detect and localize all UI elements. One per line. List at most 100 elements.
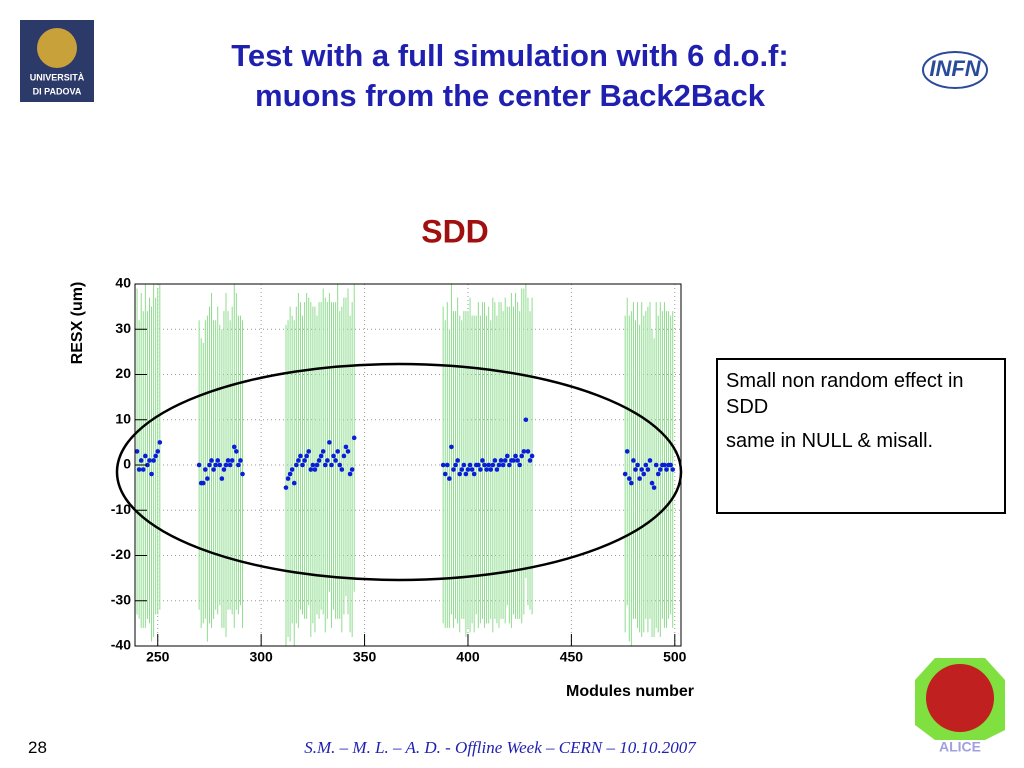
point (211, 467, 216, 472)
logo-text: ALICE (939, 739, 981, 755)
point (624, 449, 630, 454)
y-axis-label: RESX (um) (69, 282, 86, 365)
point (225, 458, 231, 463)
point (200, 480, 206, 486)
y-tick-label: 10 (115, 410, 131, 426)
point (527, 458, 533, 463)
point (339, 467, 345, 472)
point (209, 458, 214, 463)
x-tick-label: 350 (353, 649, 377, 665)
point (641, 471, 647, 477)
point (304, 453, 309, 459)
point (322, 462, 328, 468)
note-text: Small non random effect in SDD (726, 370, 964, 418)
point (302, 458, 307, 463)
logo-text: INFN (929, 56, 981, 81)
point (223, 462, 229, 468)
point (140, 467, 146, 472)
point (283, 485, 289, 490)
logo-text: UNIVERSITÀ (30, 72, 85, 82)
point (482, 462, 487, 468)
point (291, 480, 297, 486)
page-number: 28 (28, 738, 47, 757)
point (447, 476, 452, 481)
point (325, 458, 330, 463)
point (217, 462, 223, 468)
point (203, 467, 208, 472)
y-tick-label: 20 (115, 365, 131, 381)
point (519, 453, 525, 459)
infn-logo: INFN (922, 51, 988, 89)
point (670, 467, 676, 472)
point (655, 471, 661, 477)
x-tick-label: 400 (456, 649, 480, 665)
point (459, 467, 465, 472)
point (478, 467, 483, 472)
point (327, 440, 332, 445)
y-tick-label: 0 (123, 456, 131, 472)
point (310, 462, 316, 468)
point (444, 462, 450, 468)
point (507, 462, 512, 468)
point (461, 462, 467, 468)
point (449, 444, 454, 450)
y-tick-label: 40 (115, 275, 131, 291)
point (147, 458, 152, 463)
point (645, 467, 651, 472)
footer: S.M. – M. L. – A. D. - Offline Week – CE… (304, 738, 696, 757)
point (498, 458, 504, 463)
point (453, 462, 458, 468)
point (529, 453, 535, 459)
point (440, 462, 446, 468)
point (153, 453, 158, 459)
slide-title: Test with a full simulation with 6 d.o.f… (231, 38, 789, 73)
point (465, 467, 471, 472)
point (229, 458, 235, 463)
point (289, 467, 295, 472)
point (314, 462, 320, 468)
point (231, 444, 237, 450)
point (351, 435, 357, 441)
point (312, 467, 318, 472)
point (287, 471, 293, 477)
point (502, 458, 508, 463)
highlight-ellipse (115, 362, 683, 582)
point (633, 467, 638, 472)
point (511, 458, 516, 463)
point (236, 462, 241, 468)
point (306, 449, 312, 454)
point (476, 462, 481, 468)
point (213, 462, 218, 468)
point (651, 485, 657, 490)
point (668, 462, 673, 468)
point (643, 462, 649, 468)
y-tick-label: -40 (111, 637, 131, 653)
point (238, 458, 243, 463)
point (622, 471, 628, 477)
point (467, 462, 473, 468)
x-tick-label: 500 (663, 649, 687, 665)
point (196, 462, 202, 468)
point (517, 462, 522, 468)
point (515, 458, 520, 463)
point (221, 467, 227, 472)
point (215, 458, 221, 463)
slide-title: muons from the center Back2Back (255, 78, 765, 113)
y-tick-label: -20 (111, 546, 131, 562)
point (331, 453, 336, 459)
logo-text: DI PADOVA (33, 86, 82, 96)
point (337, 462, 343, 468)
point (308, 467, 314, 472)
y-tick-label: -10 (111, 501, 131, 517)
point (626, 476, 632, 481)
point (149, 471, 154, 477)
point (335, 449, 340, 454)
point (155, 449, 161, 454)
point (318, 453, 324, 459)
point (341, 453, 347, 459)
point (513, 453, 518, 459)
point (451, 467, 456, 472)
point (521, 449, 527, 454)
point (463, 471, 469, 477)
point (320, 449, 326, 454)
